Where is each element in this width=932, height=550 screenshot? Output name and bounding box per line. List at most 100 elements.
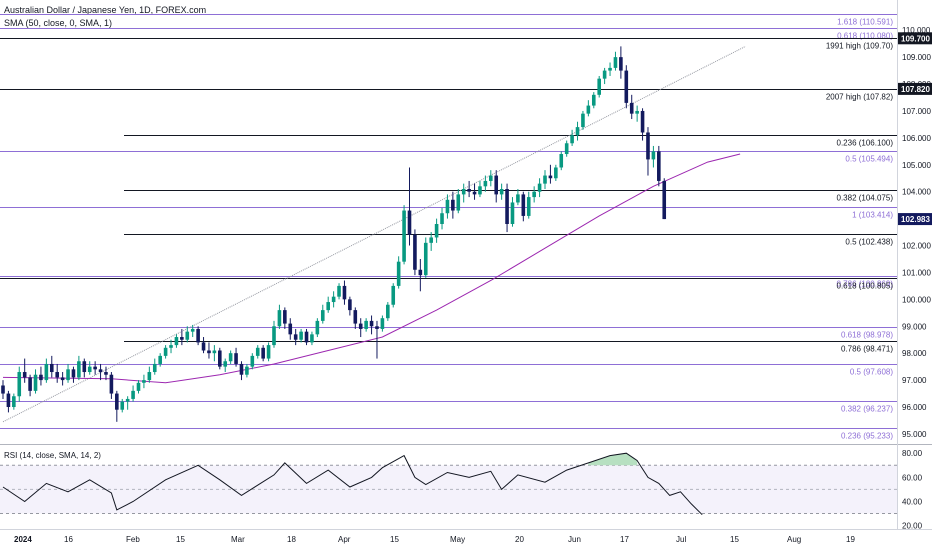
- level-label: 0.5 (105.494): [845, 155, 893, 164]
- candle: [505, 189, 509, 224]
- level-label: 0.236 (106.100): [837, 139, 894, 148]
- candle: [266, 345, 271, 359]
- candle: [288, 323, 293, 335]
- time-axis-label: 20: [515, 535, 524, 544]
- candle: [22, 372, 27, 378]
- candle: [380, 318, 385, 329]
- trendline: [2, 45, 746, 423]
- price-tick-label: 99.000: [902, 322, 927, 331]
- sma-indicator-label[interactable]: SMA (50, close, 0, SMA, 1): [4, 18, 113, 28]
- candle: [39, 374, 43, 381]
- candle: [554, 167, 558, 179]
- candle: [635, 110, 639, 114]
- candle: [418, 269, 423, 276]
- level-label: 0.382 (96.237): [841, 405, 893, 414]
- candle: [548, 175, 553, 179]
- candle: [218, 350, 222, 367]
- candle: [158, 355, 162, 364]
- level-label: 0.618 (110.080): [837, 32, 893, 41]
- candle: [310, 334, 314, 343]
- time-axis-label: 15: [390, 535, 399, 544]
- candle: [212, 350, 217, 354]
- candle: [564, 143, 569, 155]
- candle: [239, 363, 244, 375]
- candle: [483, 180, 488, 187]
- candle: [337, 285, 341, 297]
- level-label: 1.618 (110.591): [837, 18, 893, 27]
- rsi-tick-label: 80.00: [902, 449, 923, 458]
- time-axis-label: 17: [620, 535, 629, 544]
- candle: [570, 135, 574, 144]
- rsi-tick-label: 60.00: [902, 473, 923, 482]
- candle: [44, 363, 49, 381]
- candle: [147, 372, 152, 381]
- candle: [174, 337, 179, 346]
- price-tag: [898, 32, 932, 45]
- candle: [467, 189, 471, 192]
- candle: [657, 151, 661, 181]
- rsi-line: [2, 452, 703, 516]
- price-tag: [898, 82, 932, 95]
- price-tag-label: 107.820: [901, 85, 930, 94]
- candle: [597, 78, 601, 95]
- candle: [608, 67, 612, 71]
- candle: [353, 310, 358, 324]
- price-tick-label: 106.000: [902, 134, 931, 143]
- level-label: 2007 high (107.82): [826, 93, 894, 102]
- candle: [185, 331, 190, 340]
- price-tick-label: 110.000: [902, 26, 931, 35]
- candle: [17, 372, 22, 397]
- candle: [613, 57, 618, 68]
- candle: [559, 154, 564, 168]
- time-axis-label: 15: [730, 535, 739, 544]
- level-label: 0.382 (104.075): [837, 194, 894, 203]
- candle: [369, 320, 374, 327]
- candle: [575, 127, 580, 136]
- rsi-band: [0, 465, 897, 514]
- time-axis-label: 19: [846, 535, 855, 544]
- candle: [49, 363, 54, 373]
- price-tick-label: 100.000: [902, 295, 931, 304]
- level-label: 0.786 (100.869): [837, 280, 894, 289]
- rsi-indicator-label[interactable]: RSI (14, close, SMA, 14, 2): [4, 451, 101, 460]
- candle: [201, 342, 206, 351]
- price-tick-label: 109.000: [902, 53, 931, 62]
- candle: [120, 401, 125, 410]
- candle: [299, 331, 303, 340]
- candle: [543, 175, 547, 184]
- candle: [152, 363, 157, 373]
- time-axis-label: 16: [64, 535, 73, 544]
- candle: [190, 328, 195, 332]
- level-label: 0.236 (95.233): [841, 432, 893, 441]
- candle: [169, 345, 173, 348]
- rsi-tick-label: 40.00: [902, 497, 923, 506]
- time-axis-label: Apr: [338, 535, 351, 544]
- candle: [163, 347, 168, 356]
- price-tick-label: 98.000: [902, 349, 927, 358]
- candle: [104, 372, 108, 375]
- candle: [180, 337, 184, 340]
- level-label: 0.618 (98.978): [841, 331, 893, 340]
- time-axis-label: Mar: [231, 535, 245, 544]
- candle: [82, 361, 87, 373]
- candle: [456, 194, 461, 211]
- candle: [478, 186, 482, 195]
- candle: [602, 70, 607, 79]
- candle: [434, 224, 439, 238]
- candle: [293, 334, 298, 340]
- candle: [277, 310, 282, 327]
- level-label: 1991 high (109.70): [826, 42, 894, 51]
- candle: [315, 320, 320, 335]
- candle: [461, 189, 466, 195]
- candle: [423, 242, 428, 276]
- candle: [71, 369, 76, 378]
- time-axis-label: 18: [287, 535, 296, 544]
- candle: [196, 328, 200, 343]
- candle: [283, 310, 287, 324]
- candle: [207, 350, 211, 354]
- candle: [489, 175, 493, 181]
- price-tick-label: 104.000: [902, 188, 931, 197]
- candle: [272, 326, 276, 346]
- candle: [234, 353, 238, 364]
